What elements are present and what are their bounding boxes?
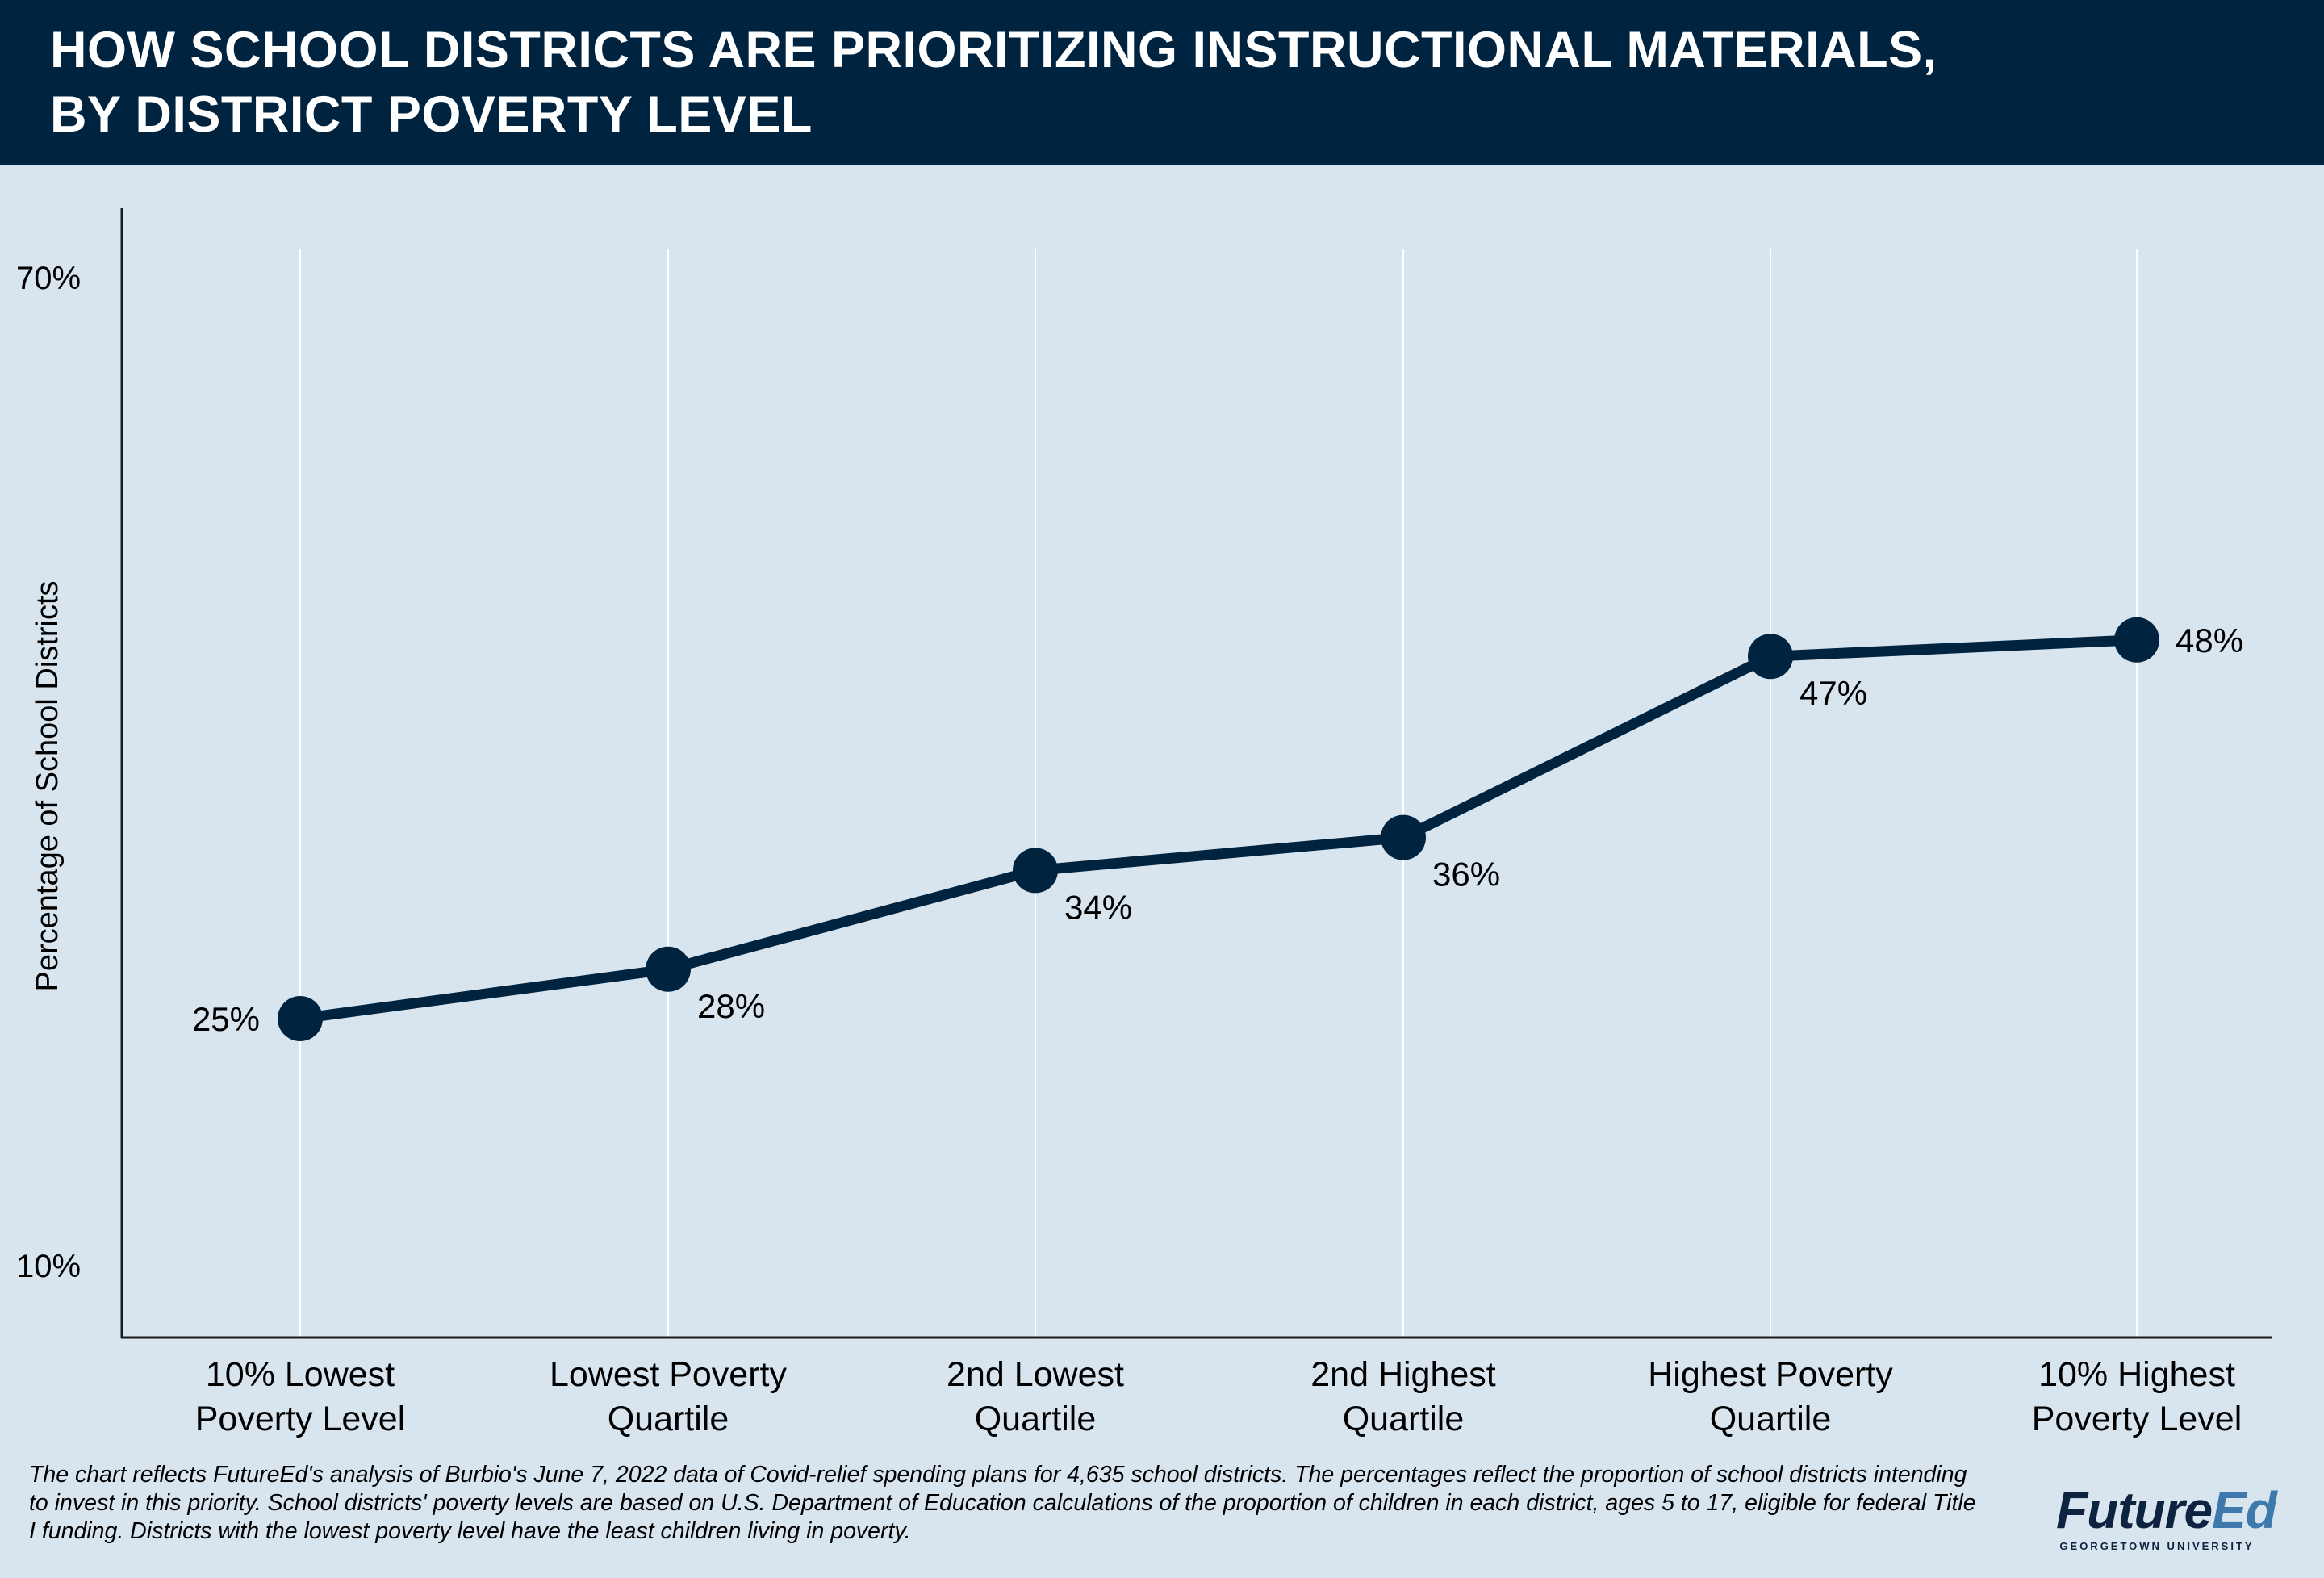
data-label: 34% [1064,888,1132,926]
x-tick-label-line: Quartile [1343,1400,1465,1438]
logo-part-ed: Ed [2212,1481,2277,1539]
x-tick-label: Highest Poverty Quartile [1648,1355,1893,1438]
x-tick-label: 2nd Highest Quartile [1310,1355,1496,1438]
header-banner: HOW SCHOOL DISTRICTS ARE PRIORITIZING IN… [0,0,2324,165]
x-tick-label-line: Highest Poverty [1648,1355,1893,1394]
futureed-logo: FutureEd GEORGETOWN UNIVERSITY [2056,1481,2277,1552]
chart-title-line-2: BY DISTRICT POVERTY LEVEL [50,86,813,143]
data-label: 25% [192,1000,260,1038]
x-tick-label-line: 2nd Highest [1310,1355,1496,1394]
x-tick-label-line: 2nd Lowest [947,1355,1124,1394]
x-tick-label: 2nd Lowest Quartile [947,1355,1124,1438]
x-tick-label: Lowest Poverty Quartile [550,1355,787,1438]
data-labels: 25% 28% 34% 36% 47% 48% [192,622,2243,1038]
x-tick-label-line: Lowest Poverty [550,1355,787,1394]
footnote: The chart reflects FutureEd's analysis o… [29,1462,1976,1544]
y-tick-label: 10% [16,1249,81,1284]
axes [120,208,2272,1339]
data-label: 36% [1432,856,1500,894]
x-tick-label: 10% Highest Poverty Level [2032,1355,2242,1438]
y-axis-label: Percentage of School Districts [31,580,65,991]
x-tick-label-line: Poverty Level [2032,1400,2242,1438]
x-tick-label-line: Quartile [975,1400,1097,1438]
gridlines [299,249,2138,1337]
data-label: 48% [2176,622,2243,659]
series-line [295,634,2142,1024]
y-tick-label: 70% [16,261,81,296]
chart-title: HOW SCHOOL DISTRICTS ARE PRIORITIZING IN… [50,18,1937,147]
line-chart: Percentage of School Districts 70% 10% 10… [16,208,2272,1438]
data-point [646,946,691,992]
x-tick-label-line: 10% Highest [2038,1355,2235,1394]
logo-part-future: Future [2056,1481,2213,1539]
data-point [1381,814,1426,860]
data-label: 28% [697,987,765,1025]
chart-title-line-1: HOW SCHOOL DISTRICTS ARE PRIORITIZING IN… [50,22,1937,78]
x-tick-label-line: Poverty Level [195,1400,406,1438]
data-point [278,996,323,1041]
logo-wordmark: FutureEd [2056,1481,2277,1539]
x-tick-label-line: Quartile [1710,1400,1832,1438]
data-label: 47% [1799,674,1867,712]
data-point [1748,634,1793,680]
data-point [1013,848,1058,894]
data-points [278,617,2159,1041]
y-tick-labels: 70% 10% [16,261,81,1284]
x-tick-label-line: Quartile [608,1400,729,1438]
data-point [2114,617,2159,663]
x-tick-labels: 10% Lowest Poverty Level Lowest Poverty Qua… [195,1355,2242,1438]
x-tick-label: 10% Lowest Poverty Level [195,1355,406,1438]
x-tick-label-line: 10% Lowest [206,1355,395,1394]
logo-subtitle: GEORGETOWN UNIVERSITY [2059,1540,2255,1552]
